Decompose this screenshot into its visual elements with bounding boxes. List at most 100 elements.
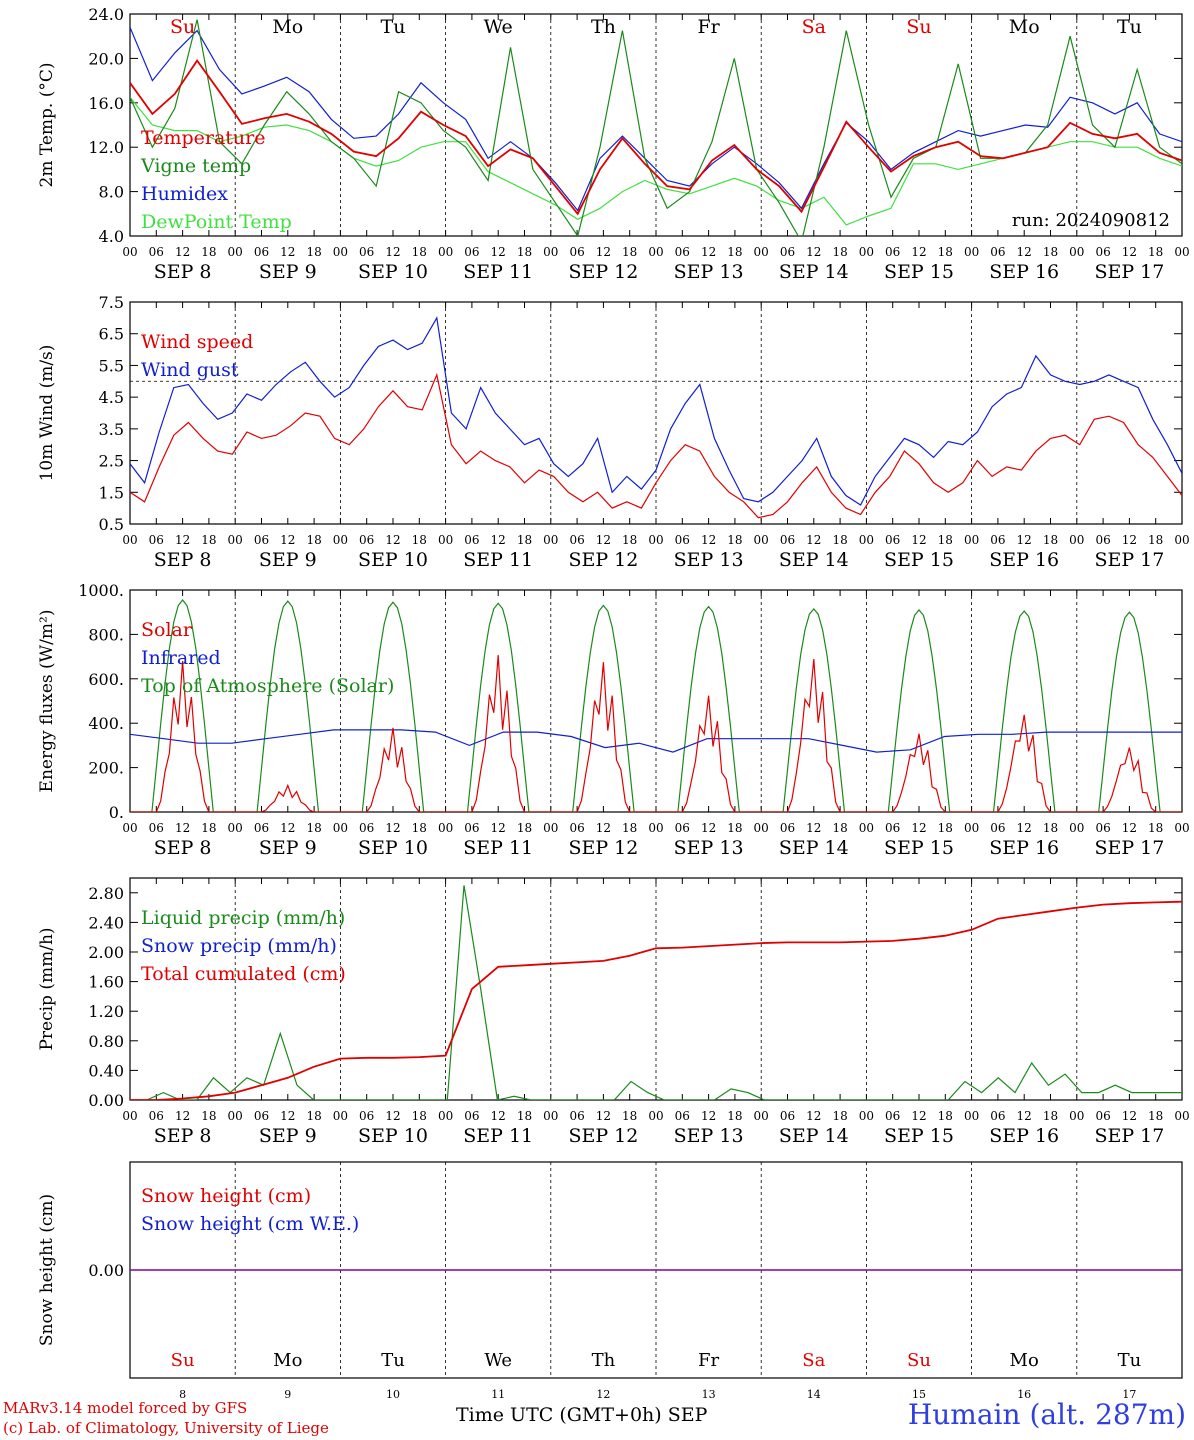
day-name: Sa	[802, 1350, 825, 1371]
y-tick-label: 12.0	[88, 138, 124, 157]
date-label: SEP 12	[568, 261, 638, 283]
hour-tick-label: 06	[149, 245, 164, 259]
date-label: SEP 16	[989, 1125, 1059, 1147]
hour-tick-label: 18	[1148, 245, 1163, 259]
hour-tick-label: 12	[1122, 245, 1137, 259]
date-label: SEP 15	[884, 1125, 954, 1147]
legend-entry: Snow precip (mm/h)	[141, 935, 337, 957]
date-label: SEP 9	[259, 1125, 317, 1147]
day-number: 16	[1017, 1388, 1031, 1401]
hour-tick-label: 18	[938, 245, 953, 259]
hour-tick-label: 18	[622, 821, 637, 835]
day-name: Sa	[802, 16, 826, 38]
hour-tick-label: 18	[832, 821, 847, 835]
hour-tick-label: 18	[517, 821, 532, 835]
legend-entry: DewPoint Temp	[141, 211, 292, 233]
hour-tick-label: 18	[1148, 821, 1163, 835]
date-label: SEP 15	[884, 549, 954, 571]
hour-tick-label: 00	[1069, 821, 1084, 835]
date-label: SEP 12	[568, 1125, 638, 1147]
hour-tick-label: 12	[491, 533, 506, 547]
hour-tick-label: 00	[648, 245, 663, 259]
y-tick-label: 3.5	[99, 420, 124, 439]
hour-tick-label: 12	[1122, 821, 1137, 835]
date-label: SEP 14	[779, 837, 849, 859]
panel-temperature: 00 06 12 18 00 06 12 18 00 06 12 18 00 06 12 18 00 06 12 18…	[37, 5, 1190, 283]
hour-tick-label: 12	[701, 533, 716, 547]
day-name: Mo	[1009, 16, 1040, 38]
y-tick-label: 20.0	[88, 49, 124, 68]
hour-tick-label: 06	[990, 821, 1005, 835]
hour-tick-label: 18	[306, 1109, 321, 1123]
day-number: 8	[179, 1388, 186, 1401]
hour-tick-label: 06	[1095, 533, 1110, 547]
day-number: 14	[807, 1388, 821, 1401]
date-label: SEP 12	[568, 549, 638, 571]
hour-tick-label: 06	[780, 533, 795, 547]
hour-tick-label: 06	[254, 821, 269, 835]
hour-tick-label: 18	[622, 533, 637, 547]
hour-tick-label: 00	[754, 533, 769, 547]
hour-tick-label: 00	[648, 821, 663, 835]
hour-tick-label: 00	[543, 821, 558, 835]
legend-entry: Wind gust	[141, 359, 239, 381]
hour-tick-label: 06	[675, 245, 690, 259]
hour-tick-label: 06	[464, 533, 479, 547]
lab-credit: (c) Lab. of Climatology, University of L…	[3, 1419, 329, 1437]
legend-entry: Humidex	[141, 183, 228, 205]
day-name: Fr	[698, 1350, 719, 1371]
series-line-temperature	[130, 59, 1182, 216]
hour-tick-label: 06	[990, 1109, 1005, 1123]
hour-tick-label: 18	[1148, 1109, 1163, 1123]
hour-tick-label: 12	[491, 245, 506, 259]
hour-tick-label: 12	[701, 821, 716, 835]
hour-tick-label: 00	[228, 821, 243, 835]
series-line-infrared	[130, 729, 1182, 753]
day-name: Tu	[381, 1350, 405, 1371]
hour-tick-label: 12	[911, 1109, 926, 1123]
hour-tick-label: 00	[543, 533, 558, 547]
hour-tick-label: 00	[1069, 245, 1084, 259]
hour-tick-label: 12	[1122, 1109, 1137, 1123]
hour-tick-label: 18	[727, 533, 742, 547]
hour-tick-label: 12	[596, 533, 611, 547]
series-line-liquid-precip-mm-h-	[130, 885, 1182, 1100]
date-label: SEP 8	[154, 837, 212, 859]
date-label: SEP 17	[1094, 1125, 1164, 1147]
legend-entry: Vigne temp	[140, 155, 251, 177]
day-name: Tu	[381, 16, 406, 38]
hour-tick-label: 06	[885, 1109, 900, 1123]
y-tick-label: 0.5	[99, 515, 124, 534]
hour-tick-label: 12	[385, 1109, 400, 1123]
hour-tick-label: 18	[201, 533, 216, 547]
hour-tick-label: 12	[1017, 821, 1032, 835]
date-label: SEP 12	[568, 837, 638, 859]
hour-tick-label: 00	[228, 1109, 243, 1123]
date-label: SEP 14	[779, 549, 849, 571]
hour-tick-label: 12	[280, 245, 295, 259]
hour-tick-label: 06	[254, 533, 269, 547]
date-label: SEP 13	[674, 837, 744, 859]
hour-tick-label: 06	[254, 245, 269, 259]
hour-tick-label: 06	[569, 1109, 584, 1123]
hour-tick-label: 00	[122, 1109, 137, 1123]
hour-tick-label: 12	[1122, 533, 1137, 547]
y-tick-label: 8.0	[99, 183, 124, 202]
hour-tick-label: 12	[1017, 245, 1032, 259]
hour-tick-label: 18	[201, 1109, 216, 1123]
y-tick-label: 800.	[88, 625, 124, 644]
hour-tick-label: 06	[464, 245, 479, 259]
y-tick-label: 400.	[88, 714, 124, 733]
hour-tick-label: 18	[201, 821, 216, 835]
date-label: SEP 11	[463, 1125, 533, 1147]
hour-tick-label: 06	[885, 245, 900, 259]
y-tick-label: 0.40	[88, 1061, 124, 1080]
y-tick-label: 4.5	[99, 388, 124, 407]
hour-tick-label: 00	[438, 245, 453, 259]
y-tick-label: 600.	[88, 670, 124, 689]
hour-tick-label: 06	[569, 533, 584, 547]
hour-tick-label: 12	[385, 245, 400, 259]
hour-tick-label: 12	[385, 533, 400, 547]
y-axis-label: Energy fluxes (W/m²)	[37, 610, 57, 793]
